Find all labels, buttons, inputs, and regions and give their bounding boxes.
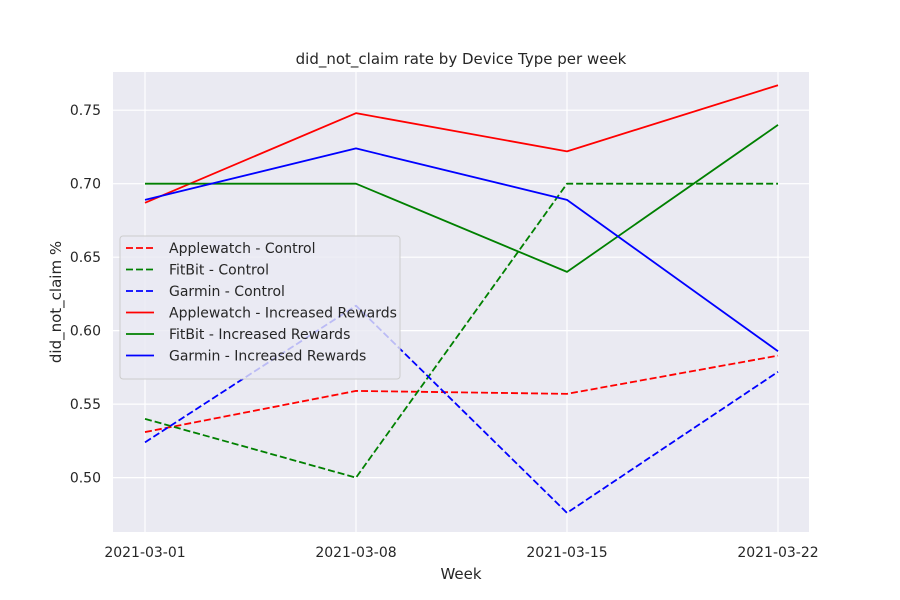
chart-title: did_not_claim rate by Device Type per we… — [296, 50, 627, 69]
series-group — [144, 84, 779, 514]
legend: Applewatch - Control FitBit - Control Garm… — [119, 235, 401, 380]
x-tick-label: 2021-03-01 — [104, 545, 185, 561]
legend-label: FitBit - Increased Rewards — [169, 327, 350, 343]
legend-label: Applewatch - Increased Rewards — [169, 306, 397, 322]
x-tick-label: 2021-03-22 — [737, 545, 818, 561]
legend-label: Garmin - Increased Rewards — [169, 349, 366, 365]
series-line — [144, 354, 779, 433]
legend-label: Applewatch - Control — [169, 241, 316, 257]
y-tick-label: 0.50 — [70, 471, 101, 487]
x-tick-label: 2021-03-08 — [315, 545, 396, 561]
y-tick-label: 0.65 — [70, 250, 101, 266]
y-axis-label: did_not_claim % — [47, 241, 66, 363]
y-tick-label: 0.75 — [70, 103, 101, 119]
series-line — [145, 124, 779, 273]
y-tick-label: 0.60 — [70, 324, 101, 340]
legend-label: FitBit - Control — [169, 263, 269, 279]
y-tick-labels: 0.50 0.55 0.60 0.65 0.70 0.75 — [70, 103, 101, 486]
y-tick-label: 0.55 — [70, 397, 101, 413]
legend-box — [119, 235, 401, 380]
x-tick-labels: 2021-03-01 2021-03-08 2021-03-15 2021-03-22 — [104, 545, 818, 561]
legend-label: Garmin - Control — [169, 284, 285, 300]
series-line — [144, 84, 779, 204]
y-tick-label: 0.70 — [70, 177, 101, 193]
x-tick-label: 2021-03-15 — [526, 545, 607, 561]
series-line — [144, 147, 779, 352]
x-axis-label: Week — [440, 565, 481, 583]
series-line — [144, 182, 778, 479]
